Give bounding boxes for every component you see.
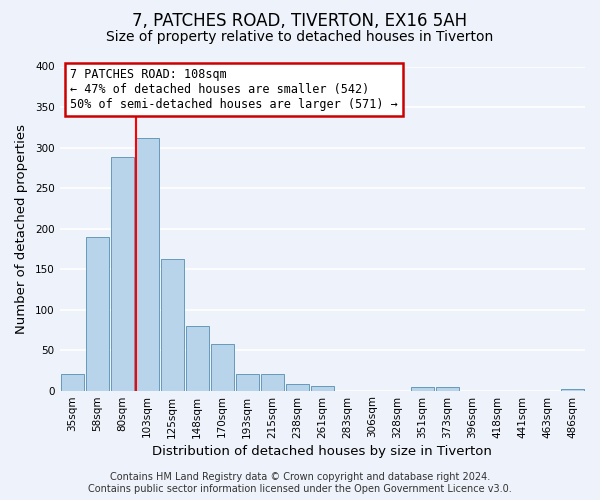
Bar [561, 389, 584, 390]
Bar [61, 374, 83, 390]
Text: Size of property relative to detached houses in Tiverton: Size of property relative to detached ho… [106, 30, 494, 44]
Bar [136, 138, 158, 390]
Bar [211, 344, 234, 390]
Bar [261, 374, 284, 390]
Bar [185, 326, 209, 390]
Bar [110, 157, 134, 390]
Text: 7 PATCHES ROAD: 108sqm
← 47% of detached houses are smaller (542)
50% of semi-de: 7 PATCHES ROAD: 108sqm ← 47% of detached… [70, 68, 398, 111]
X-axis label: Distribution of detached houses by size in Tiverton: Distribution of detached houses by size … [152, 444, 492, 458]
Text: 7, PATCHES ROAD, TIVERTON, EX16 5AH: 7, PATCHES ROAD, TIVERTON, EX16 5AH [133, 12, 467, 30]
Bar [86, 236, 109, 390]
Bar [161, 260, 184, 390]
Bar [436, 388, 459, 390]
Text: Contains HM Land Registry data © Crown copyright and database right 2024.
Contai: Contains HM Land Registry data © Crown c… [88, 472, 512, 494]
Bar [236, 374, 259, 390]
Bar [311, 386, 334, 390]
Bar [286, 384, 309, 390]
Bar [411, 388, 434, 390]
Y-axis label: Number of detached properties: Number of detached properties [15, 124, 28, 334]
